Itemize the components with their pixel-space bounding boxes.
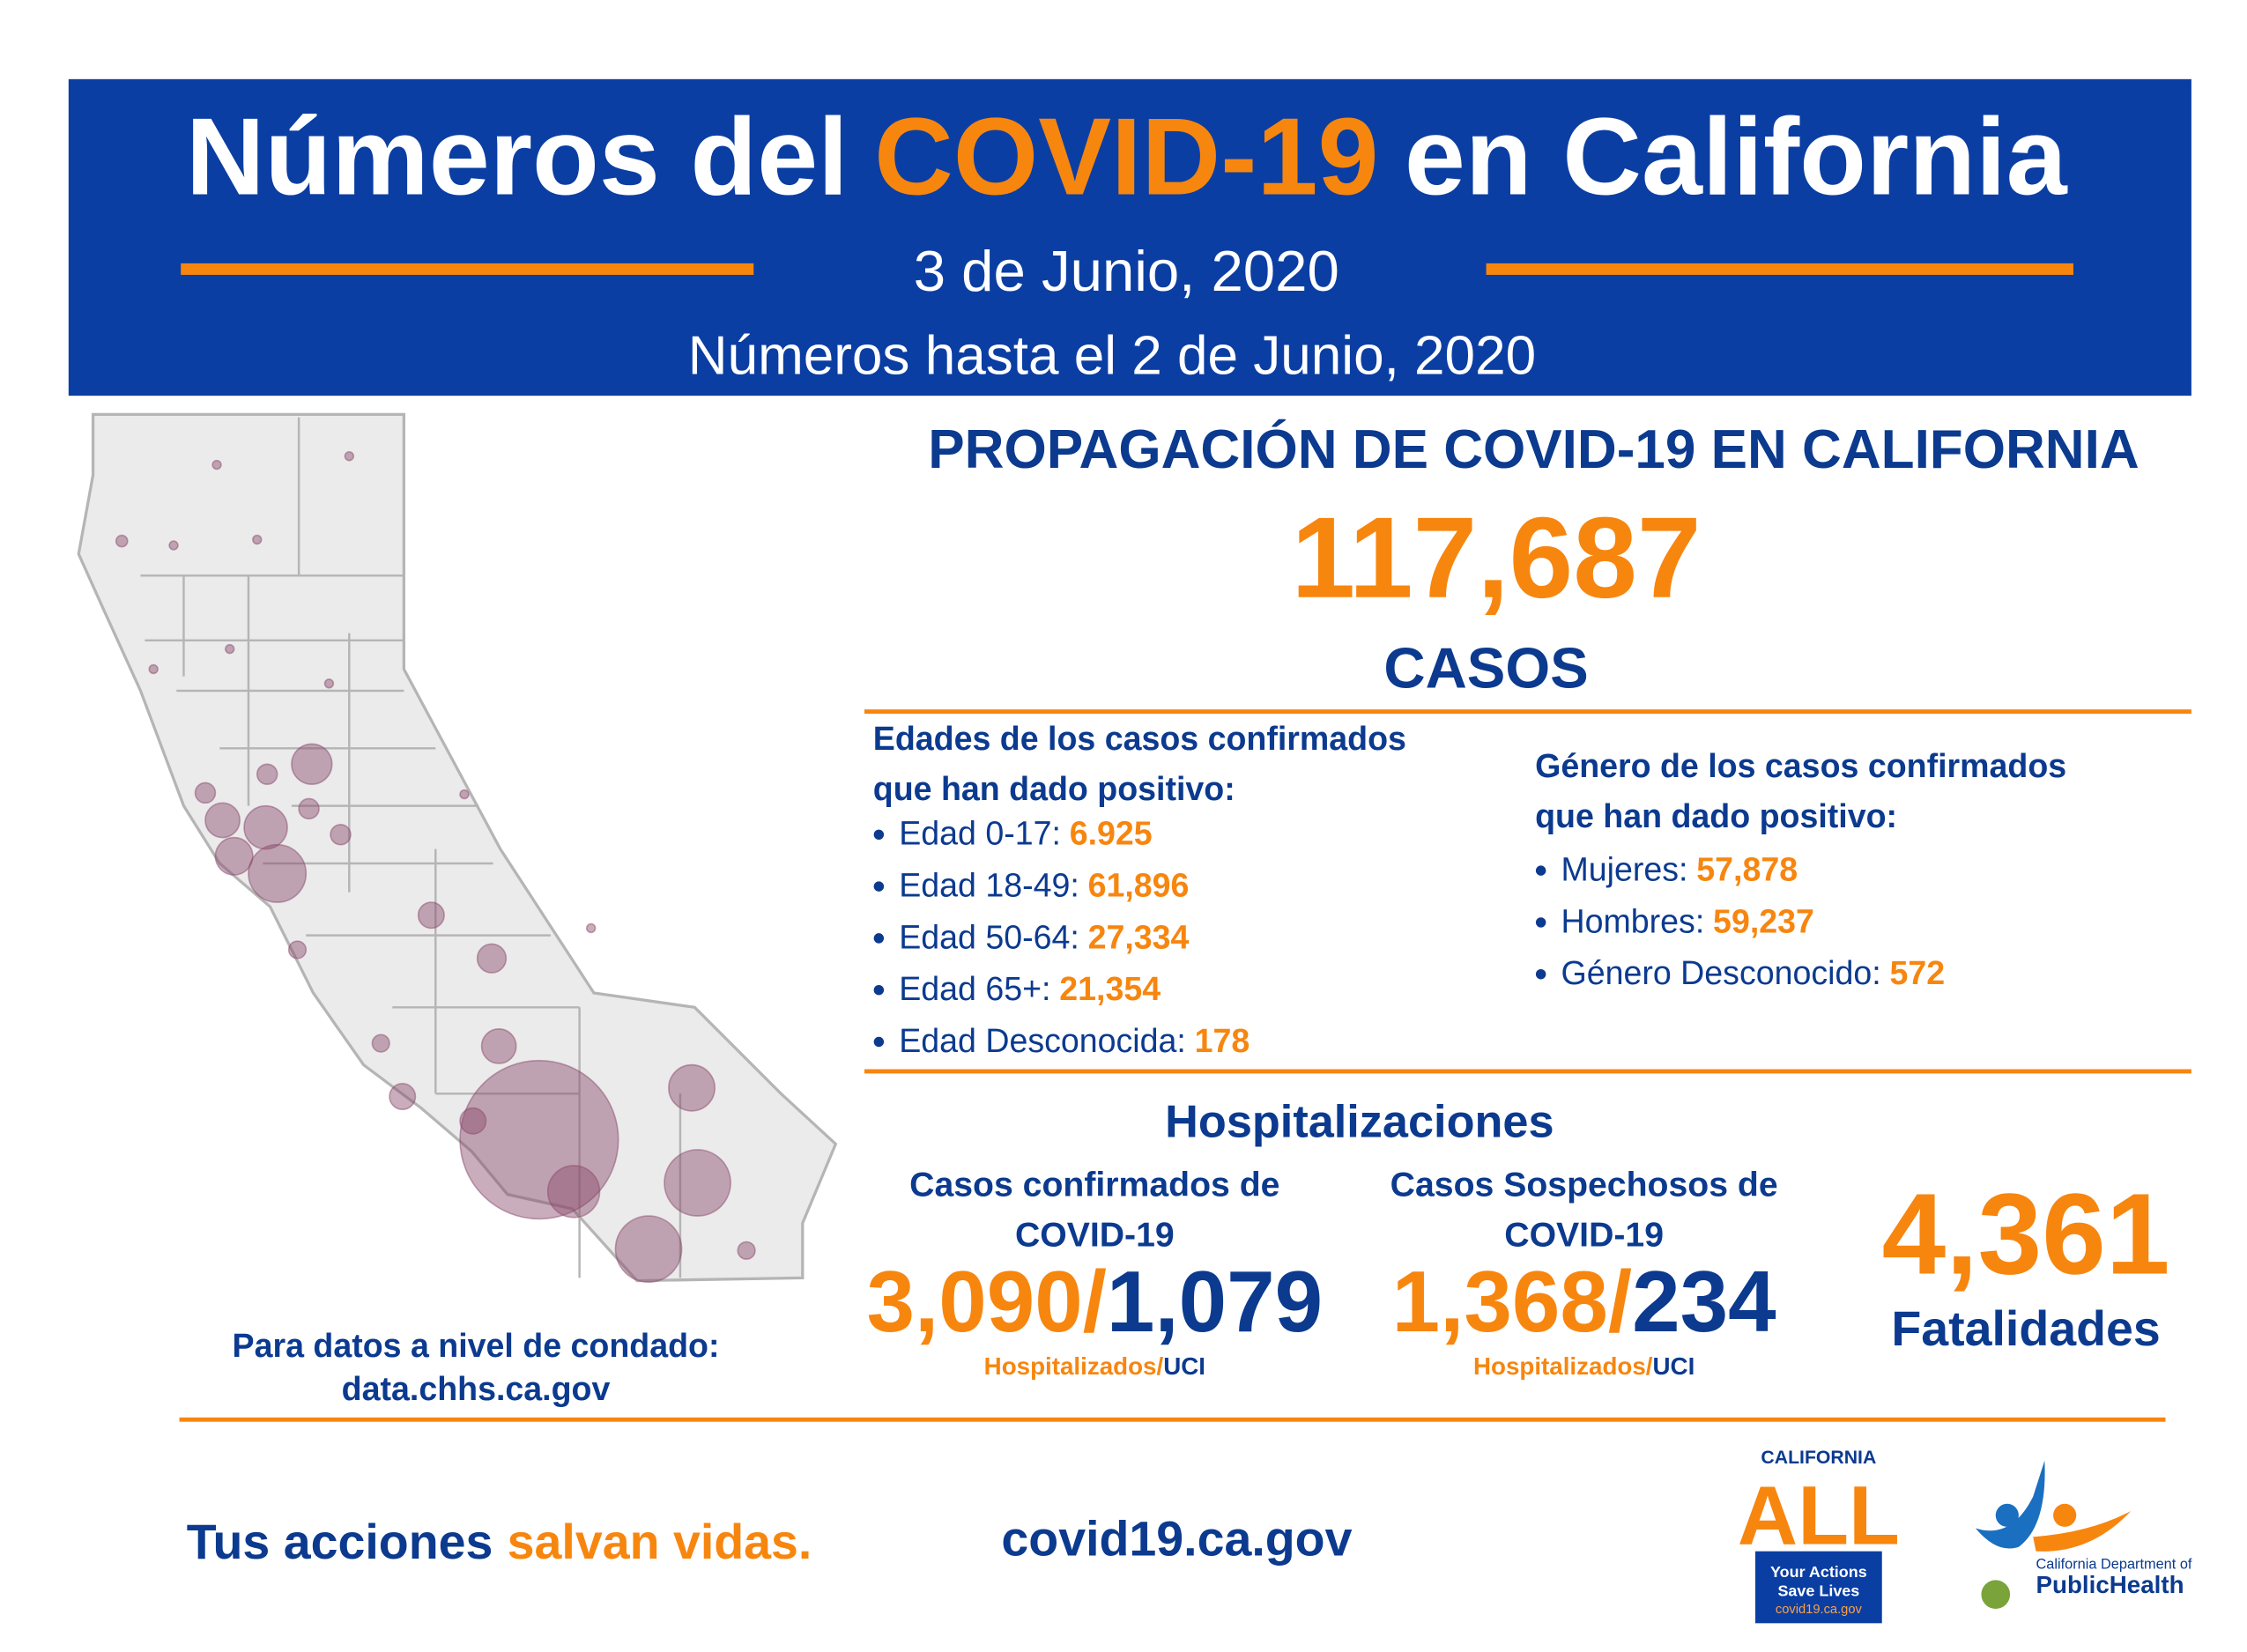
bullet [1535, 917, 1546, 928]
list-heading: que han dado positivo: [873, 770, 1235, 807]
title-part: Números del [186, 96, 849, 218]
hosp-figure: 1,368/234 [1392, 1253, 1776, 1350]
list-item: Mujeres: 57,878 [1561, 851, 1798, 888]
item-value: 27,334 [1088, 918, 1190, 955]
hosp-title: COVID-19 [1015, 1216, 1175, 1254]
logo-text: Your Actions [1770, 1563, 1867, 1581]
county-url[interactable]: data.chhs.ca.gov [342, 1370, 611, 1407]
county-text: Para datos a nivel de condado: [233, 1327, 720, 1364]
spread-heading: PROPAGACIÓN DE COVID-19 EN CALIFORNIA [928, 419, 2139, 480]
cases-total: 117,687 [1291, 493, 1701, 622]
ca-all-logo: CALIFORNIA ALL Your Actions Save Lives c… [1738, 1448, 1900, 1624]
item-label: Edad 65+: [899, 970, 1050, 1007]
list-heading: Género de los casos confirmados [1535, 747, 2066, 784]
hosp-label-icu: UCI [1653, 1352, 1695, 1380]
item-label: Género Desconocido: [1561, 954, 1881, 991]
title: Números del COVID-19 en California [186, 96, 2068, 218]
rule [864, 1069, 2191, 1074]
logo-text: PublicHealth [2036, 1571, 2184, 1598]
slogan-highlight: salvan vidas. [508, 1515, 812, 1569]
bullet [873, 933, 885, 944]
list-item: Edad 50-64: 27,334 [899, 918, 1189, 955]
list-item: Edad 0-17: 6.925 [899, 815, 1152, 852]
list-item: Edad 18-49: 61,896 [899, 867, 1189, 904]
rule [864, 709, 2191, 715]
bullet [1535, 865, 1546, 876]
deaths-value: 4,361 [1882, 1169, 2170, 1298]
hosp-icu: 234 [1632, 1253, 1776, 1350]
date: 3 de Junio, 2020 [914, 239, 1339, 303]
logo-box [1755, 1551, 1882, 1624]
item-label: Edad 50-64: [899, 918, 1079, 955]
item-value: 21,354 [1059, 970, 1161, 1007]
hosp-label-icu: UCI [1163, 1352, 1205, 1380]
website[interactable]: covid19.ca.gov [1001, 1512, 1352, 1567]
title-highlight: COVID-19 [874, 96, 1378, 218]
item-value: 59,237 [1713, 902, 1814, 939]
title-part: en California [1405, 96, 2068, 218]
subtitle: Números hasta el 2 de Junio, 2020 [688, 326, 1536, 387]
item-value: 6.925 [1070, 815, 1153, 852]
item-label: Hombres: [1561, 902, 1705, 939]
deaths-label: Fatalidades [1891, 1301, 2160, 1356]
hosp-label: Hospitalizados/UCI [984, 1352, 1205, 1380]
slogan-start: Tus acciones [187, 1515, 493, 1569]
bullet [873, 881, 885, 892]
item-label: Edad 18-49: [899, 867, 1079, 904]
rule [1486, 263, 2073, 275]
hosp-label-hosp: Hospitalizados/ [1473, 1352, 1653, 1380]
list-heading: que han dado positivo: [1535, 797, 1897, 834]
logo-text: Save Lives [1777, 1582, 1859, 1599]
item-label: Mujeres: [1561, 851, 1688, 888]
logo-text: California Department of [2036, 1556, 2191, 1572]
map [77, 412, 838, 1284]
rule [179, 1417, 2166, 1422]
item-value: 57,878 [1696, 851, 1798, 888]
logo-text: covid19.ca.gov [1776, 1603, 1863, 1617]
list-item: Edad 65+: 21,354 [899, 970, 1161, 1007]
state-outline [77, 412, 838, 1283]
logo-text: ALL [1738, 1470, 1900, 1563]
slogan: Tus acciones salvan vidas. [187, 1515, 812, 1569]
hosp-figure: 3,090/1,079 [867, 1253, 1324, 1350]
logo-text: CALIFORNIA [1761, 1448, 1876, 1468]
cdph-logo: California Department of PublicHealth [1975, 1460, 2192, 1610]
hosp-label: Hospitalizados/UCI [1473, 1352, 1695, 1380]
hosp-hospitalized: 3,090/ [867, 1253, 1107, 1350]
bullet [873, 829, 885, 841]
list-item: Edad Desconocida: 178 [899, 1022, 1250, 1059]
item-value: 61,896 [1088, 867, 1190, 904]
hosp-title: Casos confirmados de [909, 1166, 1279, 1204]
bullet [873, 984, 885, 996]
hospital-heading: Hospitalizaciones [1165, 1096, 1554, 1147]
header-band [68, 78, 2191, 396]
bullet [873, 1036, 885, 1048]
list-item: Género Desconocido: 572 [1561, 954, 1946, 991]
hosp-icu: 1,079 [1107, 1253, 1323, 1350]
bullet [1535, 969, 1546, 980]
hosp-title: Casos Sospechosos de [1390, 1166, 1778, 1204]
list-heading: Edades de los casos confirmados [873, 720, 1406, 757]
rule [181, 263, 754, 275]
list-item: Hombres: 59,237 [1561, 902, 1814, 939]
hosp-title: COVID-19 [1504, 1216, 1664, 1254]
cases-label: CASOS [1383, 636, 1588, 700]
item-value: 178 [1195, 1022, 1250, 1059]
hosp-hospitalized: 1,368/ [1392, 1253, 1632, 1350]
item-label: Edad 0-17: [899, 815, 1061, 852]
item-label: Edad Desconocida: [899, 1022, 1186, 1059]
item-value: 572 [1889, 954, 1945, 991]
hosp-label-hosp: Hospitalizados/ [984, 1352, 1164, 1380]
